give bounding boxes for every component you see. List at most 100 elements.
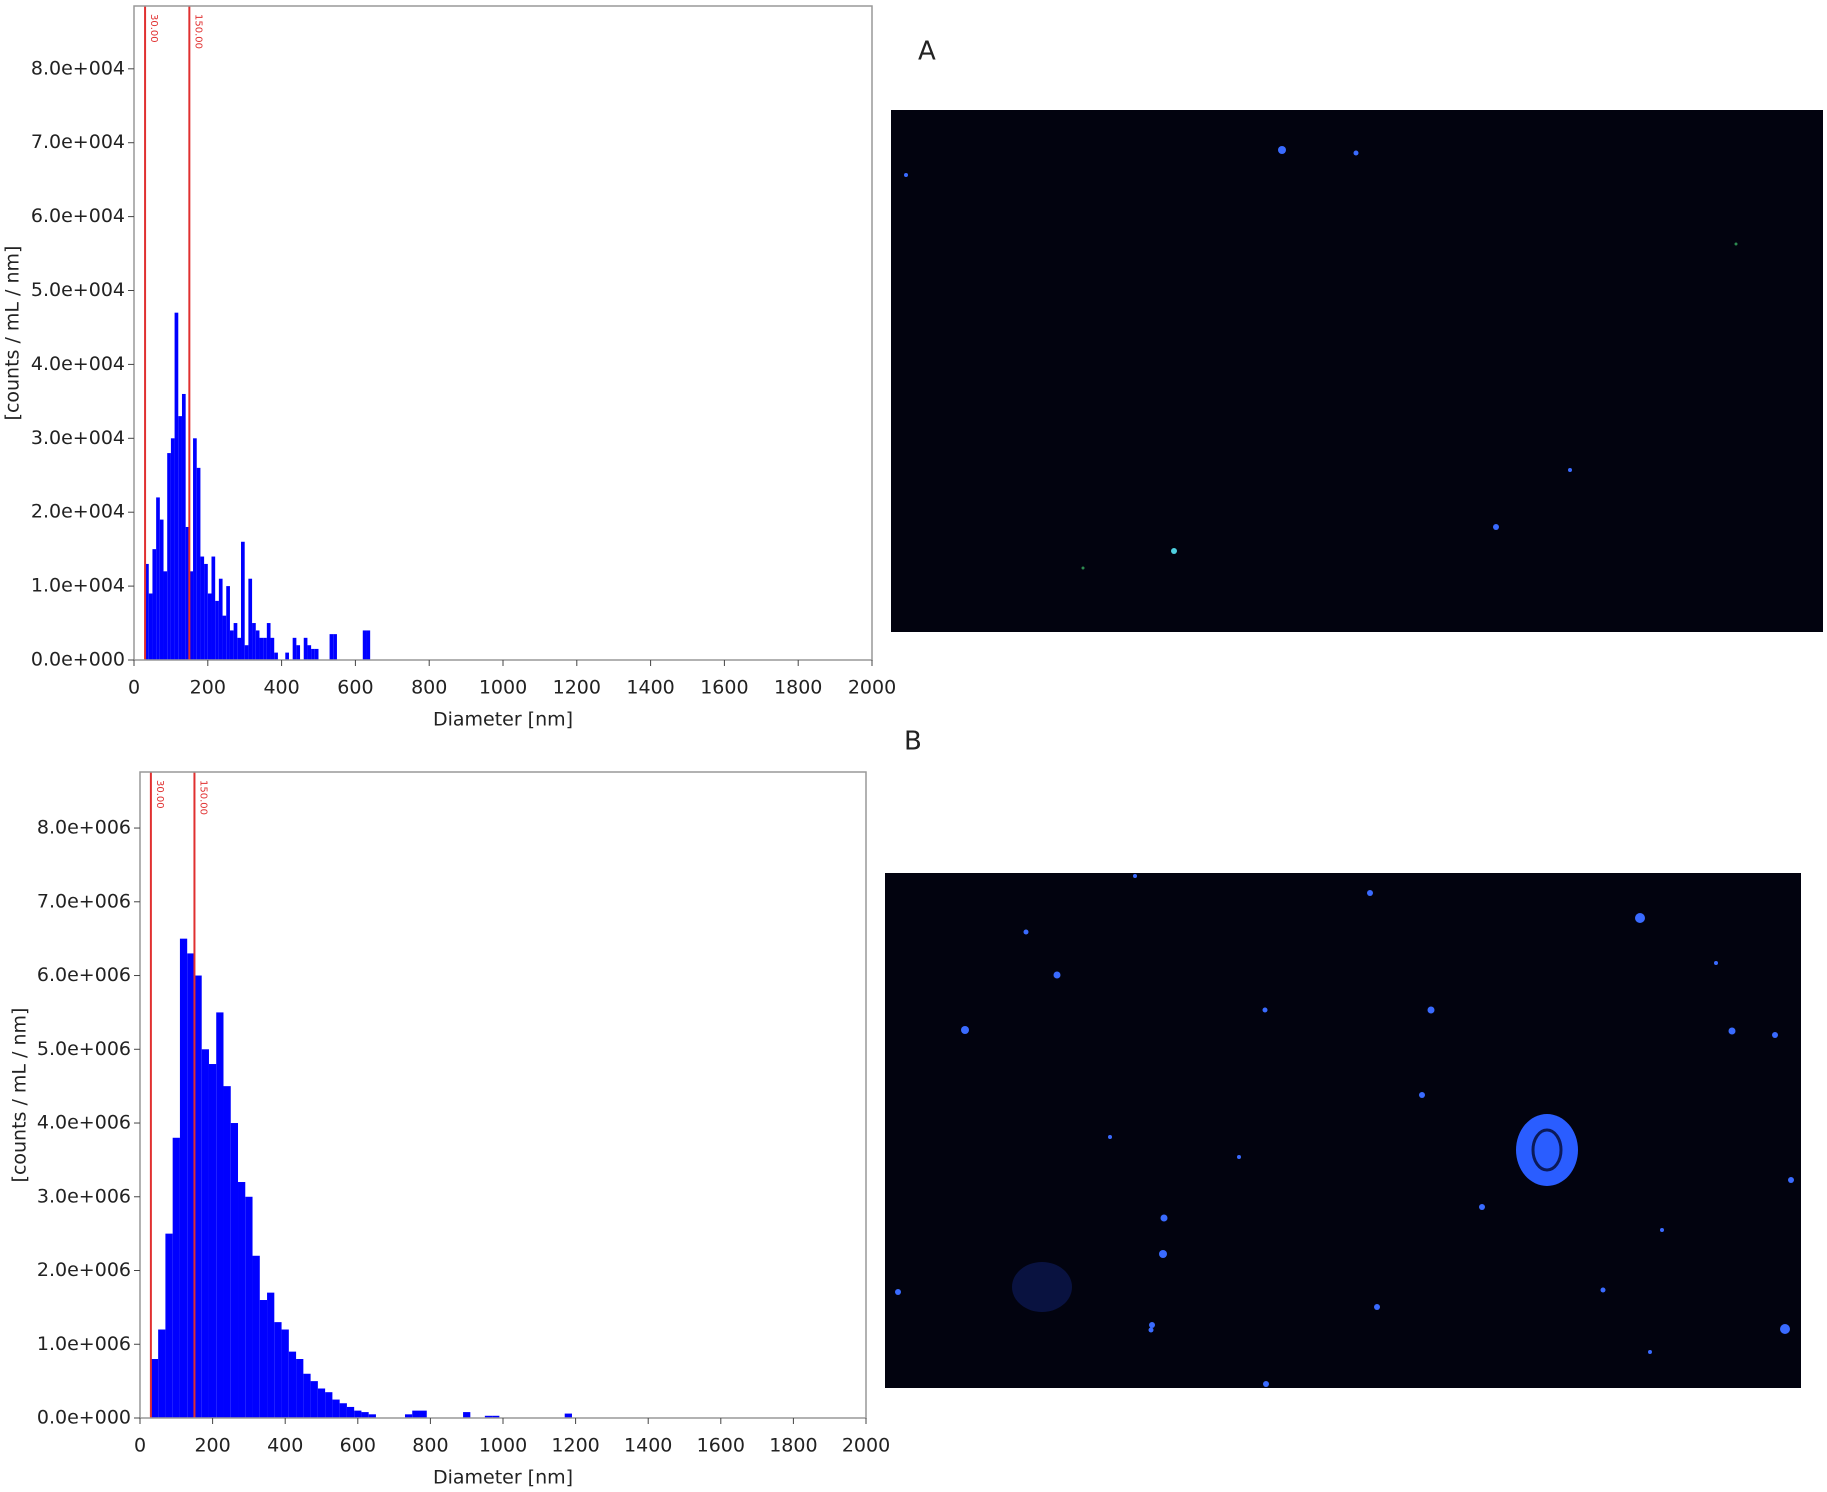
bar <box>285 652 289 660</box>
bar <box>179 938 188 1418</box>
bar <box>288 1351 297 1418</box>
bar <box>303 1373 311 1418</box>
aggregate <box>1516 1114 1578 1186</box>
x-tick-label: 200 <box>190 677 226 699</box>
y-tick-label: 8.0e+004 <box>31 57 125 79</box>
bar <box>222 615 227 660</box>
aggregate-ring <box>1531 1128 1563 1172</box>
bar <box>564 1413 572 1418</box>
aggregate <box>1012 1262 1072 1312</box>
bar <box>201 1049 209 1418</box>
x-tick-label: 1800 <box>769 1435 817 1457</box>
y-tick-label: 3.0e+006 <box>37 1185 131 1207</box>
y-tick-label: 7.0e+004 <box>31 131 125 153</box>
micrograph <box>891 110 1823 632</box>
bar <box>204 563 208 660</box>
x-tick-label: 400 <box>267 1435 303 1457</box>
y-tick-label: 1.0e+006 <box>37 1333 131 1355</box>
x-tick-label: 2000 <box>848 677 896 699</box>
x-tick-label: 1600 <box>697 1435 745 1457</box>
bar <box>181 393 186 660</box>
bar <box>196 467 201 660</box>
bar <box>484 1415 493 1418</box>
bar <box>259 637 264 660</box>
micrograph <box>885 873 1801 1388</box>
x-tick-label: 1200 <box>553 677 601 699</box>
bar <box>156 497 160 660</box>
size-marker-label: 30.00 <box>154 780 165 809</box>
bar <box>267 1292 275 1418</box>
bar <box>252 623 256 660</box>
bar <box>185 526 190 660</box>
y-tick-label: 5.0e+006 <box>37 1038 131 1060</box>
bar <box>229 630 234 660</box>
x-tick-label: 0 <box>134 1435 146 1457</box>
bar <box>178 416 182 660</box>
bar <box>463 1412 471 1418</box>
bar <box>158 1329 166 1418</box>
bar <box>419 1410 427 1418</box>
bar <box>296 645 301 660</box>
y-tick-label: 5.0e+004 <box>31 279 125 301</box>
y-axis-title: [counts / mL / nm] <box>9 1008 31 1183</box>
y-tick-label: 2.0e+006 <box>37 1259 131 1281</box>
bar <box>207 593 212 660</box>
bar <box>170 438 175 660</box>
bar <box>230 1123 239 1418</box>
bar <box>248 578 253 660</box>
bar <box>317 1388 326 1418</box>
x-tick-label: 200 <box>194 1435 230 1457</box>
y-tick-label: 8.0e+006 <box>37 817 131 839</box>
bar <box>412 1410 420 1418</box>
bar <box>292 637 297 660</box>
bar <box>165 1233 173 1418</box>
bar <box>233 623 238 660</box>
bar <box>226 586 230 660</box>
bar <box>314 648 319 660</box>
x-tick-label: 1800 <box>774 677 822 699</box>
bar <box>200 556 205 660</box>
x-tick-label: 1600 <box>700 677 748 699</box>
panel-label: B <box>904 727 922 757</box>
x-tick-label: 1000 <box>479 1435 527 1457</box>
bar <box>361 1412 369 1418</box>
bar <box>404 1414 413 1418</box>
y-tick-label: 1.0e+004 <box>31 575 125 597</box>
x-tick-label: 600 <box>340 1435 376 1457</box>
bar <box>270 637 275 660</box>
bar <box>296 1359 304 1418</box>
x-axis-title: Diameter [nm] <box>433 709 573 731</box>
bar <box>274 652 278 660</box>
bar <box>152 549 157 660</box>
bar <box>208 1064 217 1418</box>
x-tick-label: 600 <box>337 677 373 699</box>
x-tick-label: 800 <box>411 677 447 699</box>
bar <box>281 1329 289 1418</box>
bar <box>252 1255 260 1418</box>
bar <box>329 634 334 660</box>
bar <box>259 1300 268 1418</box>
bar <box>193 438 197 660</box>
y-tick-label: 7.0e+006 <box>37 890 131 912</box>
bar <box>307 645 312 660</box>
y-tick-label: 0.0e+000 <box>31 649 125 671</box>
bar <box>215 600 219 660</box>
size-marker-label: 30.00 <box>148 14 159 43</box>
bar <box>303 637 308 660</box>
image-background <box>891 110 1823 632</box>
bar <box>145 563 149 660</box>
bar <box>172 1137 180 1418</box>
x-tick-label: 1200 <box>551 1435 599 1457</box>
bar <box>332 1399 340 1418</box>
bar <box>325 1392 333 1418</box>
y-tick-label: 6.0e+004 <box>31 205 125 227</box>
bar <box>148 593 153 660</box>
bar <box>255 630 260 660</box>
bar <box>366 630 371 660</box>
y-axis-title: [counts / mL / nm] <box>2 246 24 421</box>
bar <box>362 630 367 660</box>
bar <box>159 519 164 660</box>
image-background <box>885 873 1801 1388</box>
x-tick-label: 0 <box>128 677 140 699</box>
